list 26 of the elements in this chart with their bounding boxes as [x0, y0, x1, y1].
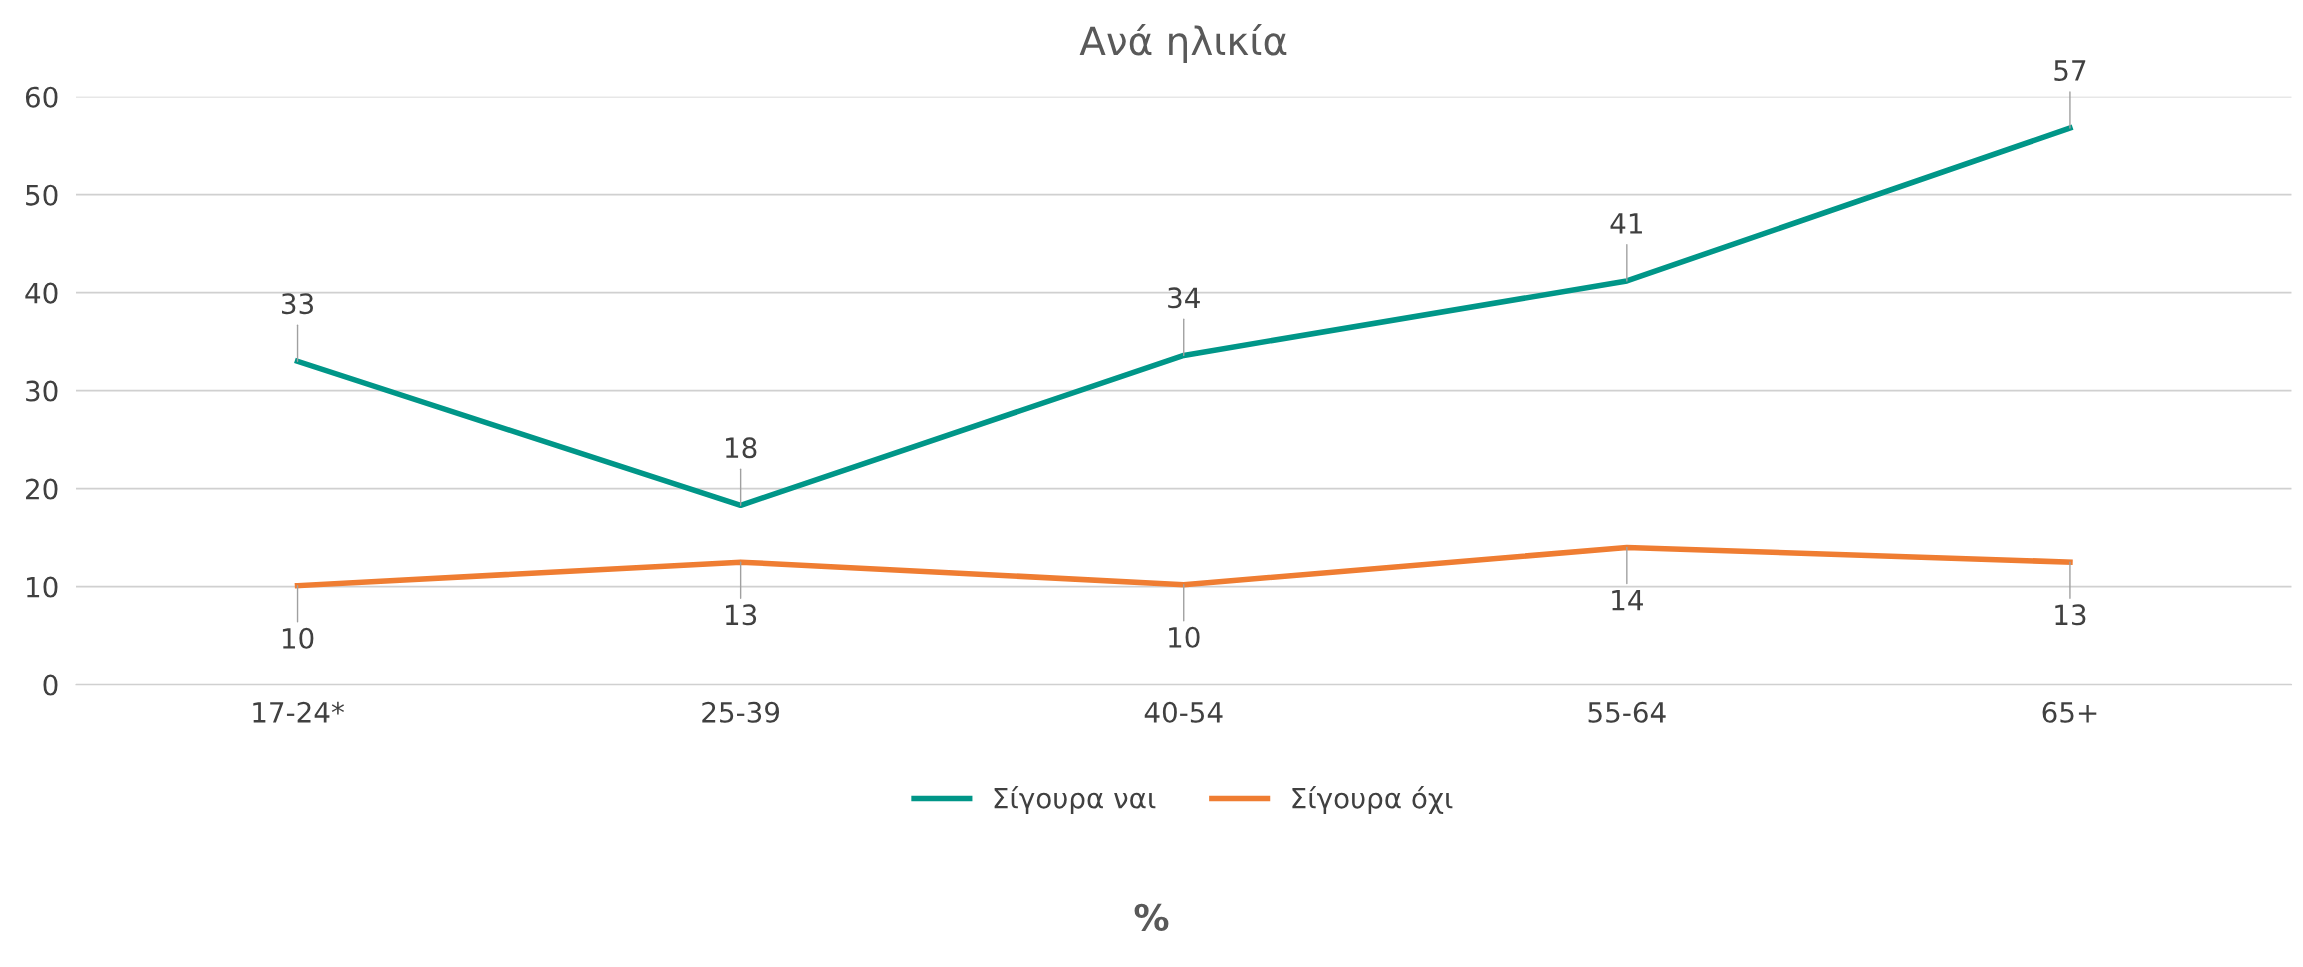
- text: %: [1134, 903, 1169, 931]
- y-tick-label: 0: [43, 674, 58, 696]
- data-label: 34: [1168, 287, 1200, 309]
- legend-label: Σίγουρα όχι: [1292, 786, 1453, 815]
- y-tick-label: 10: [27, 576, 58, 598]
- data-label: 13: [2055, 604, 2086, 626]
- data-label: 14: [1612, 589, 1643, 611]
- data-label: 18: [726, 437, 757, 459]
- x-tick-label: 40-54: [1144, 701, 1223, 723]
- data-label: 13: [726, 604, 757, 626]
- legend-label: Σίγουρα ναι: [994, 786, 1156, 815]
- data-label: 10: [282, 627, 314, 649]
- y-tick-label: 30: [26, 380, 58, 402]
- y-tick-label: 40: [25, 282, 58, 304]
- x-tick-label: 55-64: [1588, 701, 1666, 723]
- data-label: 33: [281, 293, 313, 315]
- data-label: 41: [1610, 213, 1642, 234]
- x-tick-label: 25-39: [702, 701, 780, 723]
- x-tick-label: 17-24*: [253, 701, 345, 723]
- data-label: 10: [1169, 626, 1200, 648]
- y-tick-label: 20: [26, 478, 58, 500]
- y-tick-label: 60: [25, 86, 58, 108]
- y-tick-label: 50: [26, 184, 58, 206]
- chart-title: Ανά ηλικία: [1079, 23, 1287, 64]
- x-tick-label: 65+: [2042, 701, 2097, 723]
- data-label: 57: [2054, 60, 2086, 82]
